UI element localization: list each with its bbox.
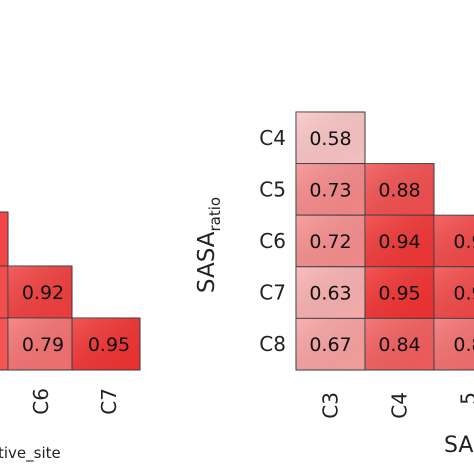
- heatmap-cell-shade: [296, 215, 365, 267]
- heatmap-cell-shade: [72, 318, 140, 370]
- y-axis-title-subscript: ratio: [206, 197, 224, 232]
- y-tick-label: C6: [259, 229, 286, 253]
- x-tick-label: C4: [388, 392, 412, 419]
- y-tick-label: C5: [259, 177, 286, 201]
- heatmap-cell-shade: [365, 215, 434, 267]
- cell-value-label: 0.95: [88, 334, 130, 356]
- cell-value-label: 0.58: [309, 128, 351, 150]
- y-axis-title: SASAratio: [194, 197, 224, 293]
- heatmap-cell-shade: [365, 266, 434, 319]
- heatmap-cell-shade: [365, 318, 434, 370]
- cell-value-label: 0.63: [309, 283, 351, 305]
- heatmap-cell-shade: [296, 318, 365, 370]
- x-tick-label: C6: [29, 388, 53, 415]
- cell-value-label: 0.9: [453, 231, 474, 253]
- heatmap-cell-shade: [296, 266, 365, 319]
- heatmap-cell-shade: [365, 163, 434, 216]
- heatmap-cell-cropped: [0, 211, 9, 267]
- cell-value-label: 0.79: [22, 334, 64, 356]
- heatmap-cell-shade: [296, 112, 365, 164]
- heatmap-cell-shade: [434, 318, 474, 370]
- cell-value-label: 0.95: [378, 283, 420, 305]
- x-axis-title: tive_site: [0, 444, 61, 463]
- cell-value-label: 0.73: [309, 179, 351, 201]
- cell-value-label: 0.94: [378, 231, 420, 253]
- x-tick-label: C3: [319, 392, 343, 419]
- heatmap-cell-shade: [8, 266, 72, 318]
- y-tick-label: C8: [259, 332, 286, 356]
- cell-value-label: 0.92: [22, 282, 64, 304]
- cell-value-label: 0.84: [378, 334, 420, 356]
- cell-value-label: 0.9: [453, 283, 474, 305]
- cell-value-label: 0.8: [453, 334, 474, 356]
- heatmap-cell-shade: [296, 163, 365, 216]
- heatmap-cell-shade: [434, 266, 474, 319]
- right-heatmap-panel: 0.58 0.73 0.88 0.72 0.94 0.9 0.63 0.95 0.9 0.67 0.…: [194, 111, 474, 458]
- y-tick-label: C7: [259, 281, 286, 305]
- x-axis-title: SA: [444, 433, 473, 458]
- y-tick-label: C4: [259, 126, 286, 150]
- heatmap-cell-shade: [434, 215, 474, 267]
- left-heatmap-panel: 0.92 0.95 0.79 C6 C7 tive_site: [0, 211, 141, 463]
- x-tick-label: C7: [97, 388, 121, 415]
- cell-value-label: 0.67: [309, 334, 351, 356]
- cell-value-label: 0.72: [309, 231, 351, 253]
- heatmap-cell-shade: [8, 318, 72, 370]
- cell-value-label: 0.88: [378, 179, 420, 201]
- x-tick-label: 5: [457, 392, 474, 405]
